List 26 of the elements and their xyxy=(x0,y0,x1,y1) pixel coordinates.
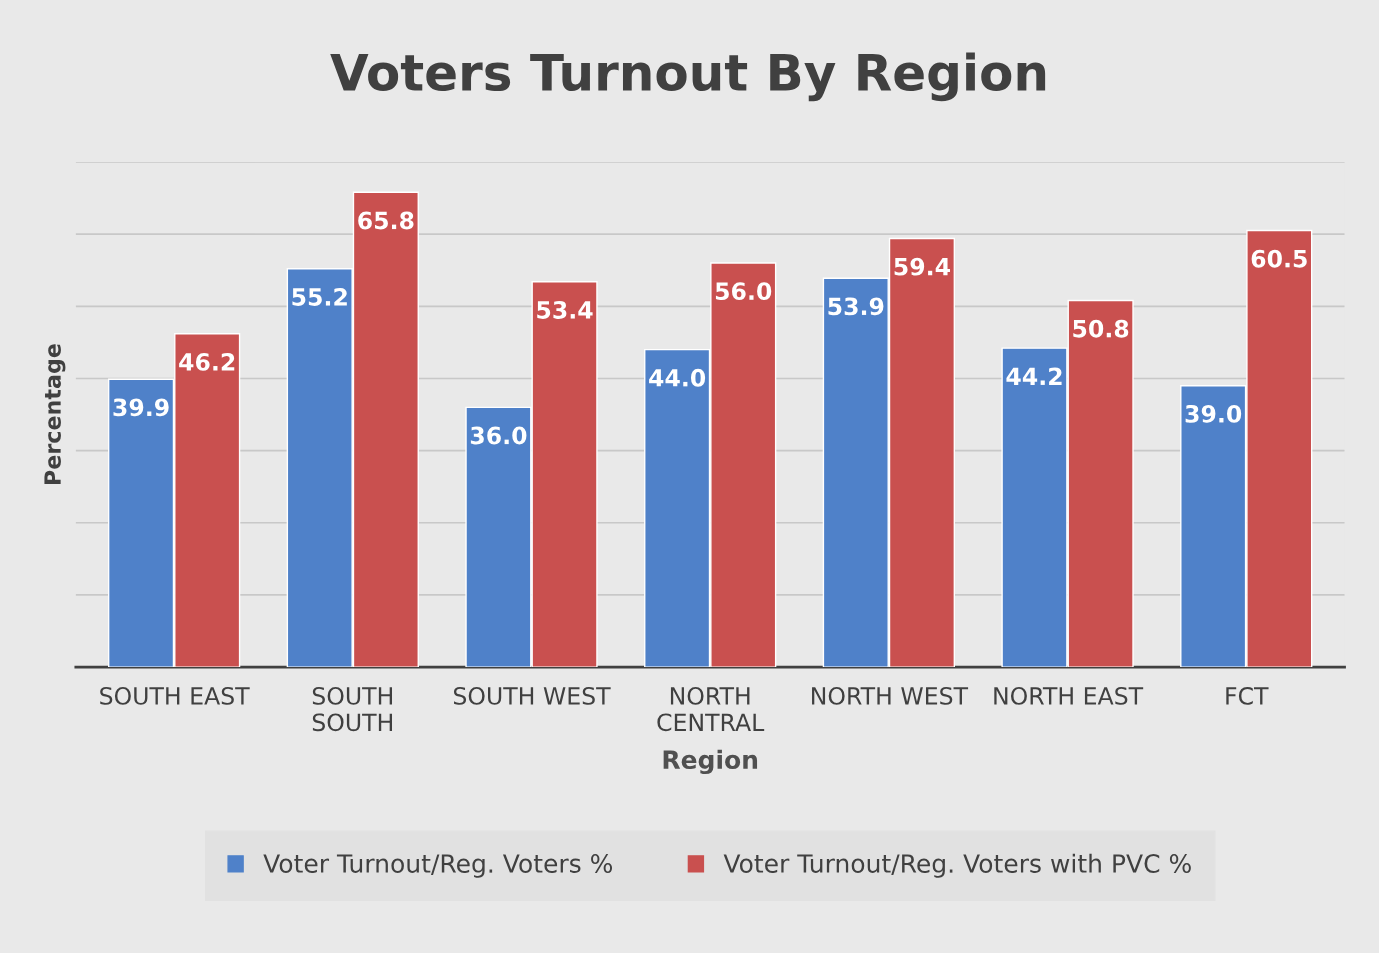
chart-title: Voters Turnout By Region xyxy=(330,52,1046,102)
data-label: 46.2 xyxy=(179,352,235,371)
data-label: 56.0 xyxy=(715,282,772,301)
data-label: 36.0 xyxy=(470,426,527,445)
data-label: 39.9 xyxy=(113,398,169,417)
data-label: 53.9 xyxy=(828,297,884,316)
data-label: 39.0 xyxy=(1185,404,1242,423)
x-tick-label: NORTH EAST xyxy=(994,686,1144,705)
x-axis-title: Region xyxy=(663,749,758,775)
y-axis-title: Percentage xyxy=(44,344,66,484)
data-label: 44.2 xyxy=(1006,367,1062,385)
data-label: 65.8 xyxy=(358,211,414,230)
x-tick-label: FCT xyxy=(1226,686,1269,705)
data-label: 59.4 xyxy=(894,257,950,276)
x-tick-label: NORTH CENTRAL xyxy=(657,686,765,732)
data-label: 60.5 xyxy=(1251,249,1307,268)
data-label: 44.0 xyxy=(649,368,706,387)
legend-label: Voter Turnout/Reg. Voters % xyxy=(263,854,613,878)
x-tick-label: NORTH WEST xyxy=(812,686,969,705)
data-label: 50.8 xyxy=(1073,319,1129,338)
x-tick-label: SOUTH WEST xyxy=(453,686,611,705)
x-tick-label: SOUTH SOUTH xyxy=(312,686,393,732)
x-tick-label: SOUTH EAST xyxy=(100,686,250,705)
legend-label: Voter Turnout/Reg. Voters with PVC % xyxy=(723,853,1191,878)
data-label: 55.2 xyxy=(292,288,347,306)
data-label: 53.4 xyxy=(537,301,593,319)
